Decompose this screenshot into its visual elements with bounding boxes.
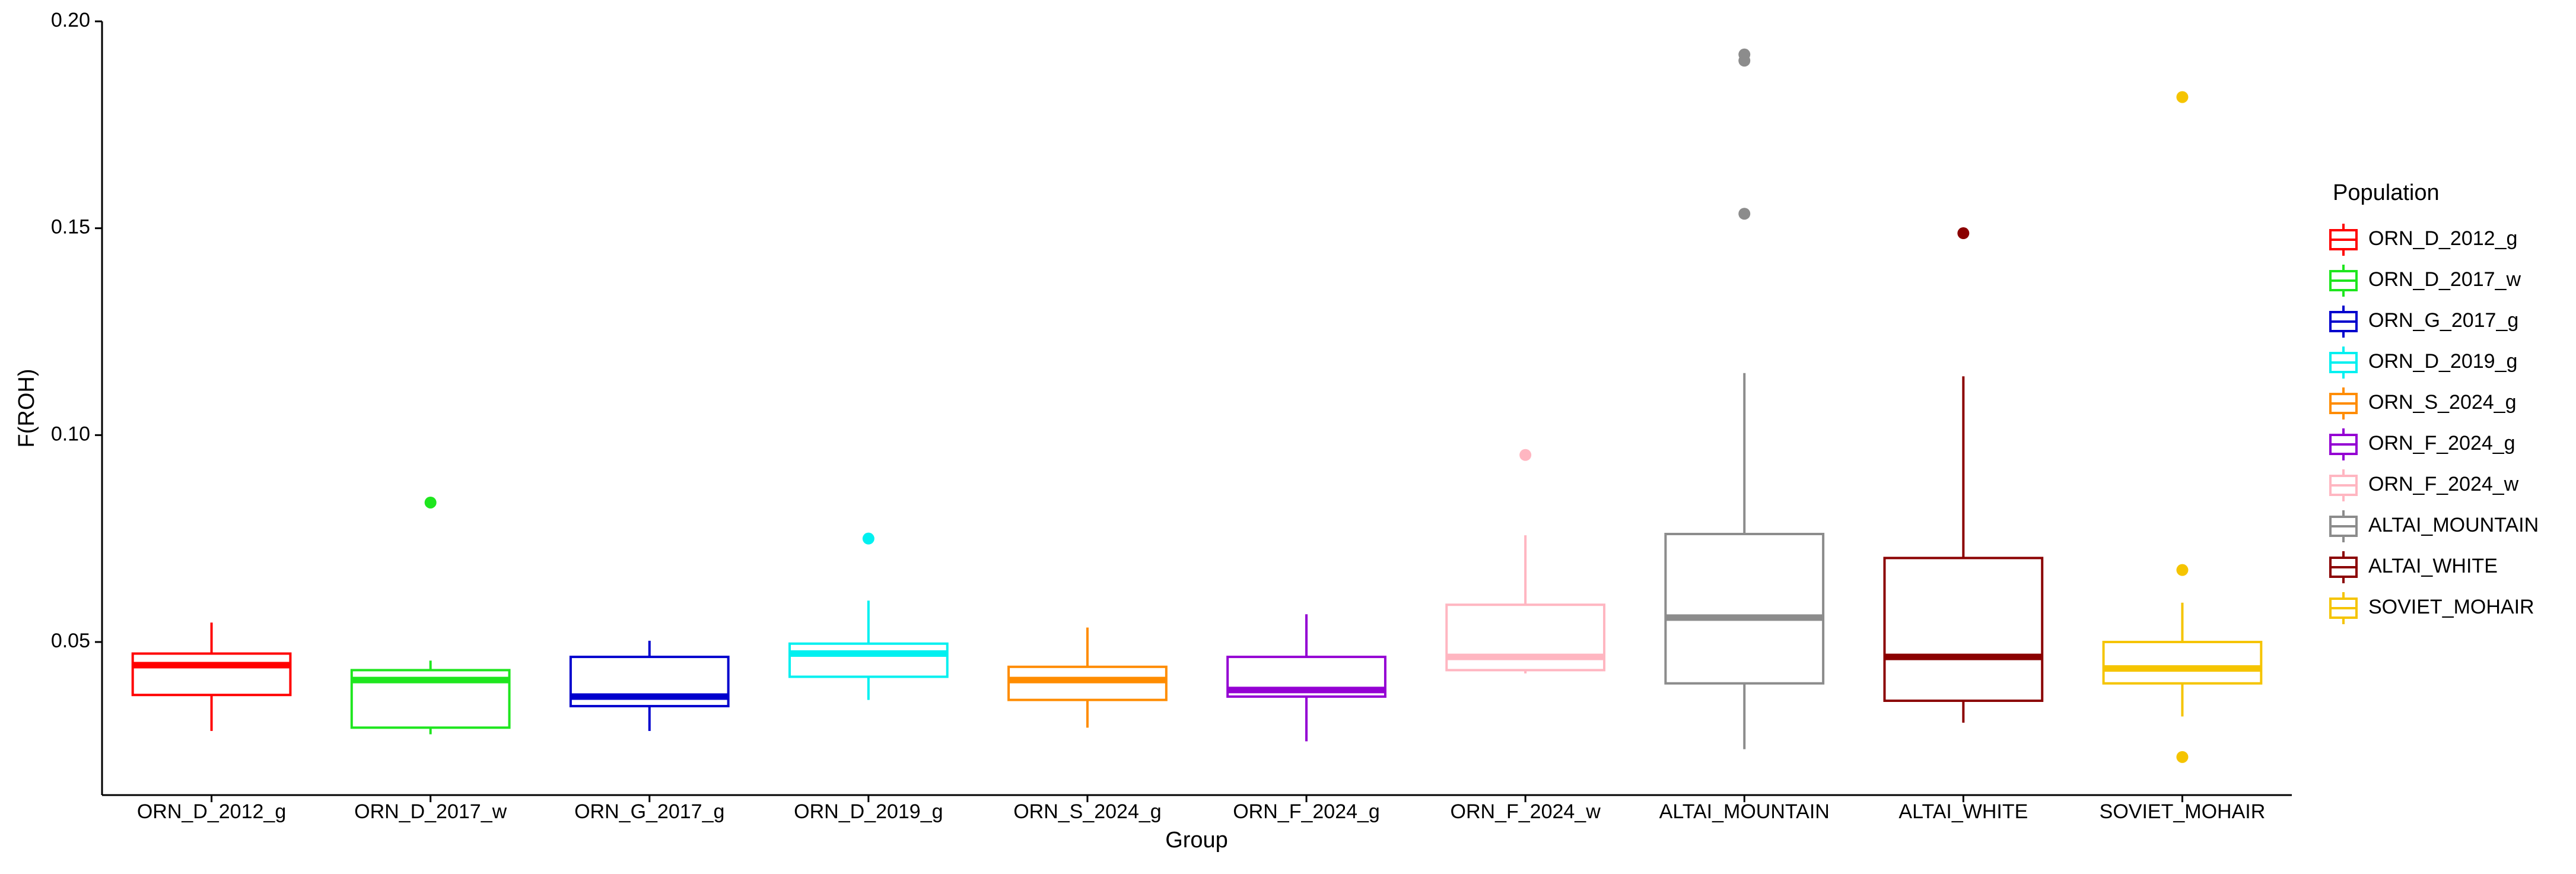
y-tick-label: 0.15 — [51, 216, 90, 239]
legend-title: Population — [2333, 180, 2440, 205]
outlier — [1738, 208, 1751, 220]
legend-label: ORN_D_2017_w — [2368, 268, 2521, 291]
box — [1007, 665, 1168, 701]
legend-label: ORN_F_2024_g — [2368, 432, 2515, 455]
y-tick-label: 0.05 — [51, 630, 90, 652]
x-tick-label: SOVIET_MOHAIR — [2100, 800, 2266, 823]
box — [1445, 603, 1606, 672]
box — [788, 642, 949, 678]
outlier — [2176, 751, 2189, 763]
x-tick-label: ORN_S_2024_g — [1013, 800, 1162, 823]
outlier — [1957, 227, 1970, 240]
outlier — [2176, 564, 2189, 576]
outlier — [2176, 91, 2189, 103]
box — [2102, 640, 2263, 685]
outlier — [862, 532, 874, 545]
x-tick-label: ORN_G_2017_g — [574, 800, 724, 823]
legend-label: ORN_D_2019_g — [2368, 350, 2517, 373]
x-tick-label: ORN_F_2024_w — [1451, 800, 1601, 823]
y-tick-label: 0.20 — [51, 9, 90, 31]
y-tick-label: 0.10 — [51, 422, 90, 445]
outlier — [1519, 449, 1532, 461]
outlier — [424, 496, 437, 508]
x-tick-label: ORN_D_2012_g — [137, 800, 286, 823]
y-axis-title: F(ROH) — [14, 369, 39, 448]
x-tick-label: ORN_D_2017_w — [354, 800, 507, 823]
legend-label: ALTAI_MOUNTAIN — [2368, 514, 2539, 536]
legend-label: ALTAI_WHITE — [2368, 555, 2498, 577]
legend-label: SOVIET_MOHAIR — [2368, 596, 2534, 618]
legend-label: ORN_F_2024_w — [2368, 473, 2519, 495]
x-tick-label: ORN_D_2019_g — [794, 800, 943, 823]
legend-label: ORN_S_2024_g — [2368, 391, 2517, 414]
x-tick-label: ALTAI_MOUNTAIN — [1659, 800, 1830, 823]
box — [1664, 532, 1825, 685]
x-tick-label: ORN_F_2024_g — [1233, 800, 1380, 823]
box — [1883, 557, 2044, 703]
x-axis-title: Group — [1165, 828, 1228, 853]
x-tick-label: ALTAI_WHITE — [1898, 800, 2028, 823]
legend-label: ORN_G_2017_g — [2368, 309, 2518, 332]
box — [131, 652, 292, 697]
legend-label: ORN_D_2012_g — [2368, 227, 2517, 250]
outlier — [1738, 55, 1751, 67]
